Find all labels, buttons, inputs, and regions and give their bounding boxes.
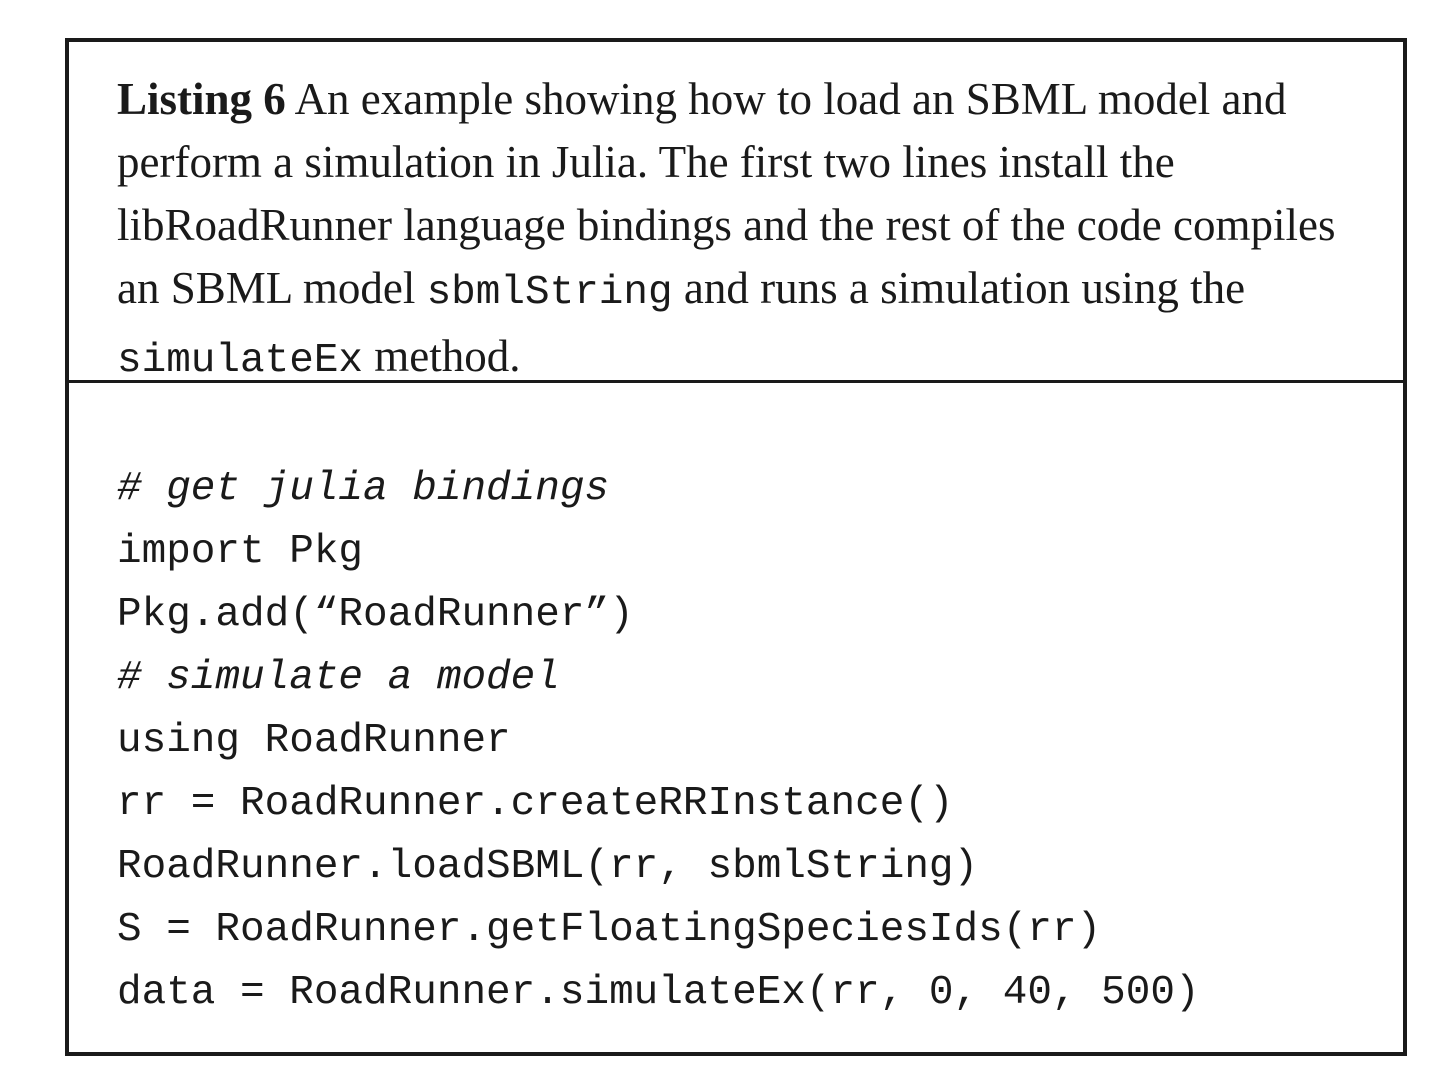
code-line-2: import Pkg: [117, 529, 364, 575]
caption-inline-code-sbmlstring: sbmlString: [426, 270, 673, 316]
code-line-5: using RoadRunner: [117, 718, 511, 764]
listing-caption-section: Listing 6 An example showing how to load…: [69, 42, 1403, 384]
code-line-4: # simulate a model: [117, 655, 560, 701]
caption-inline-code-simulateex: simulateEx: [117, 338, 364, 384]
code-line-8: S = RoadRunner.getFloatingSpeciesIds(rr): [117, 907, 1102, 953]
caption-text-part3: method.: [363, 331, 521, 381]
code-line-7: RoadRunner.loadSBML(rr, sbmlString): [117, 844, 979, 890]
listing-caption: Listing 6 An example showing how to load…: [117, 68, 1357, 393]
code-line-9: data = RoadRunner.simulateEx(rr, 0, 40, …: [117, 970, 1200, 1016]
caption-text-part1: An example showing how to load an SBML m…: [117, 74, 1336, 313]
listing-label: Listing 6: [117, 74, 286, 124]
listing-box: Listing 6 An example showing how to load…: [65, 38, 1407, 1056]
code-line-6: rr = RoadRunner.createRRInstance(): [117, 781, 954, 827]
code-line-3: Pkg.add(“RoadRunner”): [117, 592, 634, 638]
caption-text-part2: and runs a simulation using the: [672, 263, 1246, 313]
code-line-1: # get julia bindings: [117, 466, 610, 512]
code-block: # get julia bindings import Pkg Pkg.add(…: [117, 458, 1383, 1025]
